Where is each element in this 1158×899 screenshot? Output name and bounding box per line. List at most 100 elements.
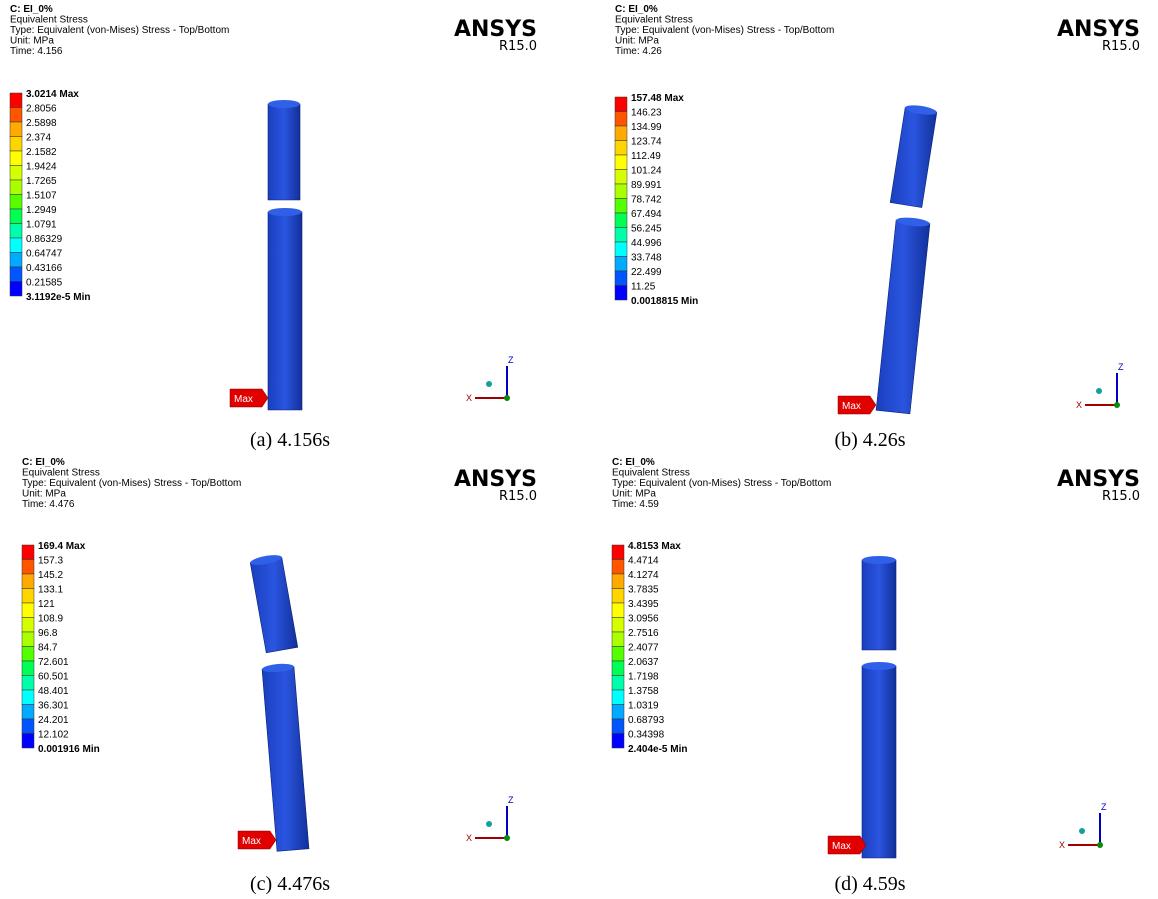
max-tag-label: Max (234, 394, 253, 405)
legend-swatch (22, 632, 34, 647)
legend-swatch (615, 213, 627, 228)
legend-label: 1.5107 (26, 191, 57, 202)
legend-swatch (10, 151, 22, 166)
cylinder-cap (862, 662, 896, 670)
legend-swatch (612, 589, 624, 604)
axis-z-label: Z (508, 795, 514, 805)
axis-origin (1114, 402, 1120, 408)
cylinder-cap (268, 100, 300, 108)
axis-origin (504, 835, 510, 841)
legend-label: 101.24 (631, 166, 662, 177)
panel: C: EI_0%Equivalent StressType: Equivalen… (612, 457, 1140, 895)
legend-label: 0.001916 Min (38, 744, 100, 755)
max-tag-label: Max (832, 841, 851, 852)
caption: (a) 4.156s (250, 429, 330, 451)
axis-x-label: X (466, 393, 472, 403)
legend-swatch (10, 282, 22, 297)
cylinder (876, 220, 930, 414)
figure: C: EI_0%Equivalent StressType: Equivalen… (0, 0, 1158, 899)
legend-label: 84.7 (38, 643, 58, 654)
axis-z-label: Z (508, 355, 514, 365)
legend-label: 1.9424 (26, 162, 57, 173)
legend-label: 0.86329 (26, 234, 63, 245)
legend-label: 24.201 (38, 715, 69, 726)
legend-label: 157.48 Max (631, 93, 684, 104)
cylinder (262, 667, 309, 852)
header-line: C: EI_0% (22, 457, 65, 468)
legend-label: 169.4 Max (38, 541, 86, 552)
header-line: Time: 4.476 (22, 499, 75, 510)
header-line: Type: Equivalent (von-Mises) Stress - To… (22, 478, 241, 489)
header-line: Equivalent Stress (615, 15, 693, 26)
max-tag-label: Max (242, 836, 261, 847)
axis-x-label: X (1059, 840, 1065, 850)
legend-label: 134.99 (631, 122, 662, 133)
legend-label: 67.494 (631, 209, 662, 220)
legend-swatch (615, 97, 627, 112)
legend-label: 33.748 (631, 253, 662, 264)
legend-label: 72.601 (38, 657, 69, 668)
axis-marker (1096, 388, 1102, 394)
legend-label: 0.34398 (628, 730, 665, 741)
legend-label: 112.49 (631, 151, 661, 162)
axis-x-label: X (1076, 400, 1082, 410)
legend-swatch (612, 574, 624, 589)
header-line: Unit: MPa (22, 489, 66, 500)
header-line: Time: 4.156 (10, 46, 63, 57)
legend-swatch (615, 242, 627, 257)
legend-label: 2.7516 (628, 628, 659, 639)
legend-swatch (10, 195, 22, 210)
legend-swatch (615, 155, 627, 170)
legend-swatch (10, 93, 22, 108)
header-line: C: EI_0% (615, 4, 658, 15)
legend-swatch (615, 126, 627, 141)
axis-marker (486, 821, 492, 827)
header-line: Unit: MPa (10, 36, 54, 47)
cylinder-cap (862, 556, 896, 564)
legend-swatch (612, 560, 624, 575)
legend-swatch (22, 560, 34, 575)
legend-swatch (22, 545, 34, 560)
legend-label: 1.7265 (26, 176, 57, 187)
legend-label: 60.501 (38, 672, 69, 683)
legend-swatch (10, 180, 22, 195)
header-line: C: EI_0% (612, 457, 655, 468)
header-line: Type: Equivalent (von-Mises) Stress - To… (10, 25, 229, 36)
legend-label: 0.43166 (26, 263, 63, 274)
legend-label: 89.991 (631, 180, 662, 191)
legend-label: 44.996 (631, 238, 662, 249)
legend-label: 48.401 (38, 686, 69, 697)
version: R15.0 (1102, 489, 1140, 504)
legend-swatch (10, 137, 22, 152)
legend-label: 2.5898 (26, 118, 57, 129)
max-tag-label: Max (842, 401, 861, 412)
caption: (c) 4.476s (250, 873, 330, 895)
header-line: Type: Equivalent (von-Mises) Stress - To… (612, 478, 831, 489)
legend-swatch (612, 603, 624, 618)
legend-swatch (22, 705, 34, 720)
legend-label: 0.0018815 Min (631, 296, 698, 307)
legend-label: 78.742 (631, 195, 662, 206)
legend-swatch (615, 271, 627, 286)
legend-label: 2.4077 (628, 643, 659, 654)
legend-swatch (615, 199, 627, 214)
legend-swatch (612, 647, 624, 662)
legend-swatch (22, 603, 34, 618)
legend-label: 2.374 (26, 133, 51, 144)
legend-label: 96.8 (38, 628, 58, 639)
legend-swatch (612, 705, 624, 720)
legend-label: 2.0637 (628, 657, 659, 668)
legend-label: 22.499 (631, 267, 662, 278)
legend-swatch (22, 618, 34, 633)
legend-label: 1.2949 (26, 205, 57, 216)
legend-label: 2.404e-5 Min (628, 744, 687, 755)
legend-swatch (22, 661, 34, 676)
legend-swatch (612, 632, 624, 647)
legend-label: 0.21585 (26, 278, 63, 289)
legend-swatch (612, 661, 624, 676)
legend-label: 1.0319 (628, 701, 659, 712)
legend-label: 145.2 (38, 570, 63, 581)
